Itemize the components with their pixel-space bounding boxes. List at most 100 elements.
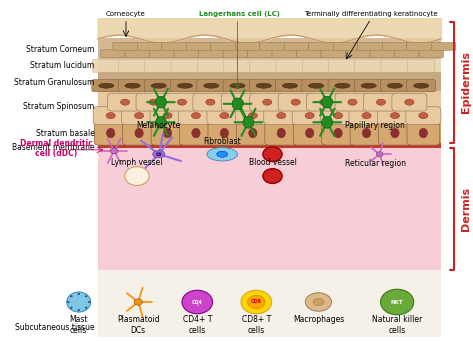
Ellipse shape xyxy=(249,128,257,138)
Text: Natural killer
cells: Natural killer cells xyxy=(372,315,422,335)
Bar xyxy=(97,38,441,59)
FancyBboxPatch shape xyxy=(207,107,242,124)
FancyBboxPatch shape xyxy=(276,59,304,72)
Text: Corneocyte: Corneocyte xyxy=(106,11,146,16)
FancyBboxPatch shape xyxy=(302,59,330,72)
Circle shape xyxy=(70,295,73,297)
Ellipse shape xyxy=(156,116,166,128)
Text: CD4: CD4 xyxy=(192,299,203,305)
FancyBboxPatch shape xyxy=(250,59,277,72)
Bar xyxy=(97,91,441,122)
Ellipse shape xyxy=(232,98,243,110)
FancyBboxPatch shape xyxy=(221,93,256,111)
FancyBboxPatch shape xyxy=(149,50,174,58)
FancyBboxPatch shape xyxy=(223,80,252,92)
Text: Stratum Granulosum: Stratum Granulosum xyxy=(14,77,95,87)
Ellipse shape xyxy=(220,128,228,138)
Ellipse shape xyxy=(207,148,237,161)
Ellipse shape xyxy=(134,113,144,119)
Ellipse shape xyxy=(377,152,383,157)
Text: Stratum basale: Stratum basale xyxy=(35,129,95,137)
Bar xyxy=(97,144,441,148)
Ellipse shape xyxy=(419,113,428,119)
FancyBboxPatch shape xyxy=(145,59,172,72)
FancyBboxPatch shape xyxy=(328,59,356,72)
Text: Plasmatoid
DCs: Plasmatoid DCs xyxy=(117,315,159,335)
FancyBboxPatch shape xyxy=(235,107,270,124)
Ellipse shape xyxy=(153,150,165,158)
FancyBboxPatch shape xyxy=(264,107,299,124)
Circle shape xyxy=(247,295,265,309)
Ellipse shape xyxy=(156,96,166,108)
Ellipse shape xyxy=(99,83,114,88)
Ellipse shape xyxy=(125,83,140,88)
Circle shape xyxy=(125,167,149,186)
Ellipse shape xyxy=(419,128,428,138)
FancyBboxPatch shape xyxy=(186,42,211,50)
FancyBboxPatch shape xyxy=(249,80,278,92)
FancyBboxPatch shape xyxy=(419,50,444,58)
FancyBboxPatch shape xyxy=(407,80,436,92)
Ellipse shape xyxy=(377,99,385,105)
Text: Stratum Corneum: Stratum Corneum xyxy=(26,45,95,54)
Ellipse shape xyxy=(234,99,244,105)
Ellipse shape xyxy=(263,99,272,105)
Text: Dermis: Dermis xyxy=(461,187,471,231)
FancyBboxPatch shape xyxy=(199,50,223,58)
FancyBboxPatch shape xyxy=(335,93,370,111)
FancyBboxPatch shape xyxy=(165,93,200,111)
Ellipse shape xyxy=(405,99,414,105)
Ellipse shape xyxy=(163,128,172,138)
Ellipse shape xyxy=(306,128,314,138)
FancyBboxPatch shape xyxy=(265,121,298,145)
Bar xyxy=(97,122,441,144)
Text: CD8+ T
cells: CD8+ T cells xyxy=(242,315,271,335)
FancyBboxPatch shape xyxy=(292,107,327,124)
FancyBboxPatch shape xyxy=(162,42,186,50)
FancyBboxPatch shape xyxy=(278,93,313,111)
Ellipse shape xyxy=(135,128,143,138)
Ellipse shape xyxy=(362,128,371,138)
Ellipse shape xyxy=(256,83,272,88)
FancyBboxPatch shape xyxy=(125,50,149,58)
Text: Mast
cells: Mast cells xyxy=(70,315,88,335)
Ellipse shape xyxy=(134,299,142,305)
FancyBboxPatch shape xyxy=(235,42,260,50)
Bar xyxy=(97,72,441,91)
Bar xyxy=(97,59,441,72)
FancyBboxPatch shape xyxy=(197,80,226,92)
FancyBboxPatch shape xyxy=(321,50,346,58)
Text: Papillary region: Papillary region xyxy=(345,121,405,130)
FancyBboxPatch shape xyxy=(382,42,407,50)
FancyBboxPatch shape xyxy=(260,42,284,50)
FancyBboxPatch shape xyxy=(118,80,147,92)
FancyBboxPatch shape xyxy=(284,42,309,50)
Ellipse shape xyxy=(220,113,229,119)
Text: CD8: CD8 xyxy=(251,298,262,303)
FancyBboxPatch shape xyxy=(144,80,173,92)
FancyBboxPatch shape xyxy=(224,59,251,72)
Circle shape xyxy=(78,293,80,295)
FancyBboxPatch shape xyxy=(171,59,199,72)
Text: NKT: NKT xyxy=(391,299,403,305)
Ellipse shape xyxy=(217,151,228,157)
Text: Langerhans cell (LC): Langerhans cell (LC) xyxy=(199,11,280,16)
Circle shape xyxy=(85,295,88,297)
Ellipse shape xyxy=(163,113,172,119)
FancyBboxPatch shape xyxy=(108,93,142,111)
Ellipse shape xyxy=(305,293,332,311)
FancyBboxPatch shape xyxy=(333,42,358,50)
Ellipse shape xyxy=(151,83,166,88)
FancyBboxPatch shape xyxy=(223,50,247,58)
Ellipse shape xyxy=(121,99,130,105)
Ellipse shape xyxy=(192,113,201,119)
Ellipse shape xyxy=(319,99,329,105)
Ellipse shape xyxy=(248,113,257,119)
Ellipse shape xyxy=(335,83,350,88)
Ellipse shape xyxy=(192,128,200,138)
FancyBboxPatch shape xyxy=(122,107,157,124)
FancyBboxPatch shape xyxy=(236,121,269,145)
Ellipse shape xyxy=(391,128,399,138)
Ellipse shape xyxy=(156,152,161,156)
Text: Stratum Spinosum: Stratum Spinosum xyxy=(23,102,95,111)
